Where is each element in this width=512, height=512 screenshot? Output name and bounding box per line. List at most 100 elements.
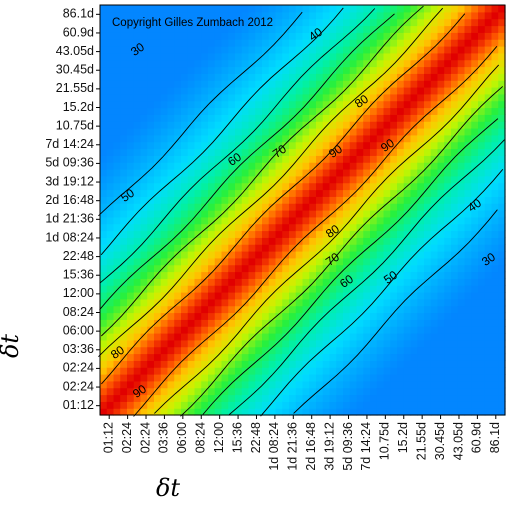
heatmap-cell: [255, 114, 263, 122]
heatmap-cell: [187, 114, 196, 122]
heatmap-cell: [295, 387, 304, 396]
heatmap-cell: [464, 182, 472, 191]
heatmap-cell: [457, 387, 466, 396]
heatmap-cell: [322, 257, 331, 266]
heatmap-cell: [100, 141, 108, 150]
heatmap-cell: [343, 333, 351, 341]
heatmap-cell: [316, 169, 324, 177]
heatmap-cell: [478, 18, 486, 27]
heatmap-cell: [147, 32, 155, 40]
heatmap-cell: [167, 175, 175, 184]
heatmap-cell: [181, 11, 189, 20]
heatmap-cell: [464, 257, 472, 266]
heatmap-cell: [221, 114, 229, 122]
heatmap-cell: [444, 223, 452, 232]
heatmap-cell: [437, 11, 445, 20]
heatmap-cell: [100, 401, 108, 409]
heatmap-cell: [201, 182, 209, 191]
heatmap-cell: [403, 230, 412, 238]
heatmap-cell: [295, 374, 304, 382]
heatmap-cell: [410, 305, 418, 314]
heatmap-cell: [221, 100, 229, 109]
heatmap-cell: [120, 134, 128, 143]
heatmap-cell: [154, 319, 162, 327]
heatmap-cell: [194, 257, 202, 266]
heatmap-cell: [275, 285, 283, 293]
heatmap-cell: [235, 326, 243, 334]
heatmap-cell: [356, 175, 364, 184]
heatmap-cell: [478, 46, 486, 54]
heatmap-cell: [133, 121, 142, 129]
heatmap-cell: [140, 374, 148, 382]
heatmap-cell: [221, 264, 229, 273]
heatmap-cell: [201, 59, 209, 68]
heatmap-cell: [133, 374, 142, 382]
heatmap-cell: [275, 32, 283, 40]
heatmap-cell: [397, 278, 405, 286]
heatmap-cell: [471, 292, 479, 300]
heatmap-cell: [370, 271, 378, 279]
heatmap-cell: [356, 285, 364, 293]
heatmap-cell: [349, 155, 358, 163]
heatmap-cell: [397, 100, 405, 109]
heatmap-cell: [187, 189, 196, 197]
heatmap-cell: [376, 360, 385, 368]
heatmap-cell: [187, 244, 196, 252]
heatmap-cell: [127, 107, 135, 115]
heatmap-cell: [221, 367, 229, 375]
heatmap-cell: [356, 292, 364, 300]
heatmap-cell: [457, 148, 466, 156]
heatmap-cell: [201, 333, 209, 341]
heatmap-cell: [316, 11, 324, 20]
heatmap-cell: [403, 394, 412, 402]
heatmap-cell: [208, 25, 216, 33]
y-tick-label: 43.05d: [56, 44, 94, 58]
heatmap-cell: [363, 333, 371, 341]
heatmap-cell: [403, 339, 412, 348]
heatmap-cell: [275, 230, 283, 238]
heatmap-cell: [201, 292, 209, 300]
heatmap-cell: [174, 237, 182, 245]
heatmap-cell: [221, 189, 229, 197]
heatmap-cell: [147, 271, 155, 279]
heatmap-cell: [383, 380, 391, 389]
heatmap-cell: [241, 114, 250, 122]
heatmap-cell: [133, 305, 142, 314]
heatmap-cell: [417, 25, 425, 33]
heatmap-cell: [100, 271, 108, 279]
heatmap-cell: [194, 32, 202, 40]
heatmap-cell: [471, 278, 479, 286]
heatmap-cell: [289, 25, 297, 33]
heatmap-cell: [491, 346, 499, 355]
heatmap-cell: [127, 80, 135, 88]
heatmap-cell: [390, 230, 398, 238]
heatmap-cell: [235, 312, 243, 320]
heatmap-cell: [491, 216, 499, 225]
heatmap-cell: [154, 360, 162, 368]
heatmap-cell: [160, 73, 169, 81]
heatmap-cell: [410, 46, 418, 54]
heatmap-cell: [484, 319, 493, 327]
heatmap-cell: [430, 271, 439, 279]
heatmap-cell: [498, 5, 506, 13]
heatmap-cell: [498, 87, 506, 95]
heatmap-cell: [181, 346, 189, 355]
heatmap-cell: [201, 196, 209, 204]
heatmap-cell: [356, 223, 364, 232]
heatmap-cell: [451, 46, 459, 54]
heatmap-cell: [154, 210, 162, 218]
heatmap-cell: [309, 39, 317, 47]
heatmap-cell: [370, 367, 378, 375]
heatmap-cell: [451, 100, 459, 109]
heatmap-cell: [457, 264, 466, 273]
heatmap-cell: [316, 189, 324, 197]
heatmap-cell: [316, 408, 324, 416]
heatmap-cell: [194, 394, 202, 402]
heatmap-cell: [208, 175, 216, 184]
heatmap-cell: [275, 346, 283, 355]
heatmap-cell: [201, 189, 209, 197]
heatmap-cell: [322, 52, 331, 61]
heatmap-cell: [167, 73, 175, 81]
heatmap-cell: [100, 210, 108, 218]
heatmap-cell: [228, 87, 236, 95]
